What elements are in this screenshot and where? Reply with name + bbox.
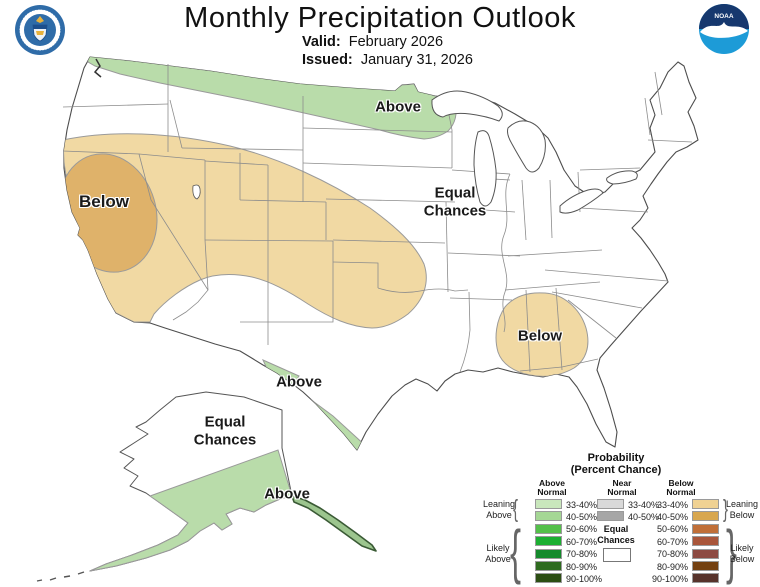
valid-issued-block: Valid: February 2026 Issued: January 31,… (302, 33, 473, 69)
valid-value: February 2026 (348, 34, 444, 50)
valid-line: Valid: February 2026 (302, 33, 473, 51)
great-salt-lake (192, 184, 201, 200)
noaa-logo-icon: NOAA (698, 3, 750, 55)
page-title: Monthly Precipitation Outlook (184, 2, 576, 34)
label-midwest-equal-line1: Equal (434, 184, 476, 202)
label-alaska-equal-line2: Chances (193, 431, 257, 449)
label-alaska-above: Above (264, 485, 310, 503)
issued-label: Issued: (302, 52, 353, 68)
label-north-above: Above (375, 98, 421, 116)
alaska-inset (36, 391, 377, 582)
region-alaska-panhandle-above (291, 495, 377, 552)
aleutian-islands (36, 571, 85, 582)
state-borders (62, 64, 693, 373)
label-midwest-equal-line2: Chances (423, 202, 487, 220)
label-texas-above: Above (276, 373, 322, 391)
great-lakes (431, 90, 638, 214)
label-southeast-below: Below (517, 327, 563, 345)
noaa-logo-text: NOAA (714, 13, 733, 20)
valid-label: Valid: (302, 34, 341, 50)
label-alaska-equal-line1: Equal (204, 413, 246, 431)
region-southeast-below (495, 292, 589, 377)
issued-value: January 31, 2026 (360, 52, 473, 68)
issued-line: Issued: January 31, 2026 (302, 51, 473, 69)
region-alaska-south-above (89, 449, 293, 572)
puget-sound (93, 58, 102, 78)
label-west-below: Below (78, 192, 130, 211)
department-of-commerce-seal-icon (14, 4, 66, 56)
